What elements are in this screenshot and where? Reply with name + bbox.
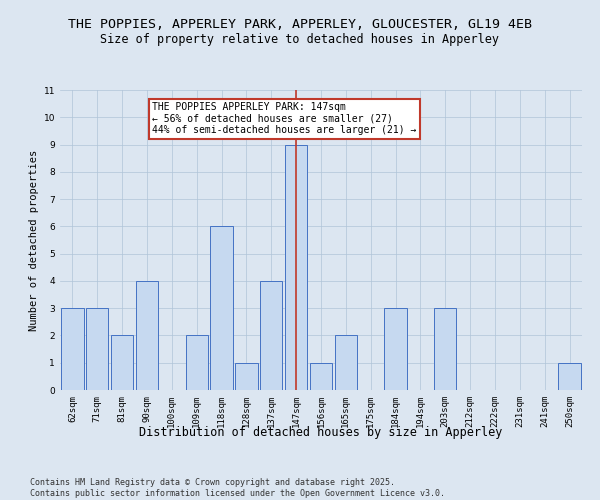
Y-axis label: Number of detached properties: Number of detached properties xyxy=(29,150,40,330)
Bar xyxy=(434,308,457,390)
Bar xyxy=(310,362,332,390)
Text: THE POPPIES, APPERLEY PARK, APPERLEY, GLOUCESTER, GL19 4EB: THE POPPIES, APPERLEY PARK, APPERLEY, GL… xyxy=(68,18,532,30)
Bar xyxy=(335,336,357,390)
Bar xyxy=(61,308,83,390)
Text: Distribution of detached houses by size in Apperley: Distribution of detached houses by size … xyxy=(139,426,503,439)
Bar xyxy=(385,308,407,390)
Bar xyxy=(185,336,208,390)
Bar xyxy=(86,308,109,390)
Bar xyxy=(211,226,233,390)
Bar xyxy=(260,281,283,390)
Text: THE POPPIES APPERLEY PARK: 147sqm
← 56% of detached houses are smaller (27)
44% : THE POPPIES APPERLEY PARK: 147sqm ← 56% … xyxy=(152,102,416,136)
Text: Contains HM Land Registry data © Crown copyright and database right 2025.
Contai: Contains HM Land Registry data © Crown c… xyxy=(30,478,445,498)
Bar xyxy=(111,336,133,390)
Bar xyxy=(235,362,257,390)
Bar xyxy=(136,281,158,390)
Text: Size of property relative to detached houses in Apperley: Size of property relative to detached ho… xyxy=(101,32,499,46)
Bar xyxy=(559,362,581,390)
Bar xyxy=(285,144,307,390)
